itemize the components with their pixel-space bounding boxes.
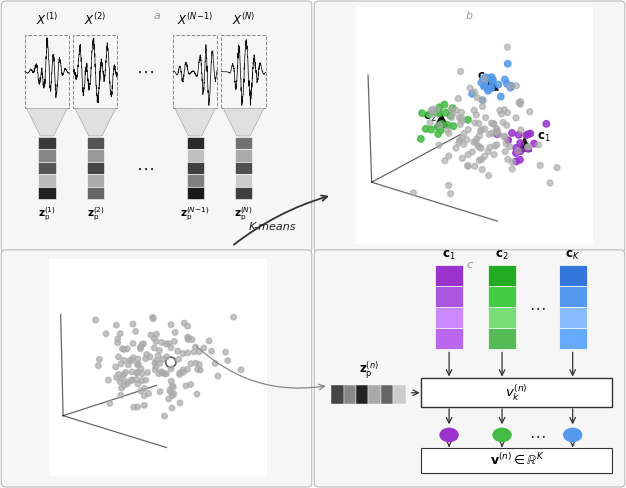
Bar <box>488 265 516 286</box>
Bar <box>87 137 104 149</box>
Polygon shape <box>175 108 215 136</box>
Bar <box>235 149 252 162</box>
Text: $\cdots$: $\cdots$ <box>529 298 546 316</box>
Bar <box>25 35 69 108</box>
Circle shape <box>439 427 459 442</box>
Text: $\mathbf{z}_\mathrm{p}^{(N)}$: $\mathbf{z}_\mathrm{p}^{(N)}$ <box>234 206 253 224</box>
Bar <box>222 35 265 108</box>
Text: $\mathbf{c}_1$: $\mathbf{c}_1$ <box>443 249 456 262</box>
Bar <box>356 385 369 404</box>
Bar <box>558 307 587 328</box>
Text: $X^{(1)}$: $X^{(1)}$ <box>36 12 58 28</box>
Bar <box>38 186 56 199</box>
Bar <box>235 186 252 199</box>
Bar <box>393 385 406 404</box>
Text: $\mathbf{c}_2$: $\mathbf{c}_2$ <box>495 249 509 262</box>
Bar <box>87 162 104 174</box>
Text: c: c <box>466 260 473 269</box>
FancyBboxPatch shape <box>421 378 612 407</box>
Bar <box>73 35 118 108</box>
Bar <box>488 286 516 307</box>
Bar <box>558 328 587 349</box>
Polygon shape <box>223 108 264 136</box>
Bar <box>173 35 217 108</box>
Text: $X^{(N\!-\!1)}$: $X^{(N\!-\!1)}$ <box>177 12 213 28</box>
Text: a: a <box>153 11 160 20</box>
Bar <box>344 385 356 404</box>
Bar <box>87 149 104 162</box>
Text: b: b <box>466 11 473 20</box>
Bar <box>369 385 381 404</box>
FancyBboxPatch shape <box>421 448 612 473</box>
Bar <box>381 385 393 404</box>
Bar <box>187 162 203 174</box>
Text: $\mathbf{z}_\mathrm{p}^{(2)}$: $\mathbf{z}_\mathrm{p}^{(2)}$ <box>86 206 105 224</box>
Bar <box>488 328 516 349</box>
Text: $v_k^{(n)}$: $v_k^{(n)}$ <box>505 383 528 403</box>
Text: $\mathbf{v}^{(n)} \in \mathbb{R}^K$: $\mathbf{v}^{(n)} \in \mathbb{R}^K$ <box>490 452 544 468</box>
Bar <box>558 265 587 286</box>
Bar <box>435 307 463 328</box>
Text: $\mathbf{z}_\mathrm{p}^{(1)}$: $\mathbf{z}_\mathrm{p}^{(1)}$ <box>38 206 56 224</box>
Bar <box>87 174 104 186</box>
Bar <box>87 186 104 199</box>
Bar <box>331 385 344 404</box>
Bar <box>235 162 252 174</box>
Bar <box>435 328 463 349</box>
Circle shape <box>563 427 582 442</box>
Circle shape <box>492 427 512 442</box>
Text: $X^{(2)}$: $X^{(2)}$ <box>85 12 106 28</box>
Bar <box>38 137 56 149</box>
Bar <box>187 137 203 149</box>
Bar <box>435 265 463 286</box>
Bar <box>187 149 203 162</box>
Text: $\mathbf{c}_K$: $\mathbf{c}_K$ <box>565 249 580 262</box>
Text: $\cdots$: $\cdots$ <box>529 426 546 444</box>
Text: $\cdots$: $\cdots$ <box>136 62 154 81</box>
Text: $X^{(N)}$: $X^{(N)}$ <box>232 12 255 28</box>
Text: K-means: K-means <box>249 222 296 232</box>
Bar <box>235 174 252 186</box>
Bar <box>38 149 56 162</box>
Bar <box>235 137 252 149</box>
Text: $\mathbf{z}_\mathrm{p}^{(n)}$: $\mathbf{z}_\mathrm{p}^{(n)}$ <box>359 359 379 381</box>
Bar <box>187 186 203 199</box>
Text: $\mathbf{z}_\mathrm{p}^{(N\!-\!1)}$: $\mathbf{z}_\mathrm{p}^{(N\!-\!1)}$ <box>180 206 210 224</box>
Bar <box>38 162 56 174</box>
Bar <box>488 307 516 328</box>
Polygon shape <box>75 108 116 136</box>
Polygon shape <box>27 108 67 136</box>
Text: $\cdots$: $\cdots$ <box>136 160 154 178</box>
Bar <box>38 174 56 186</box>
Bar <box>558 286 587 307</box>
Bar <box>187 174 203 186</box>
Bar <box>435 286 463 307</box>
